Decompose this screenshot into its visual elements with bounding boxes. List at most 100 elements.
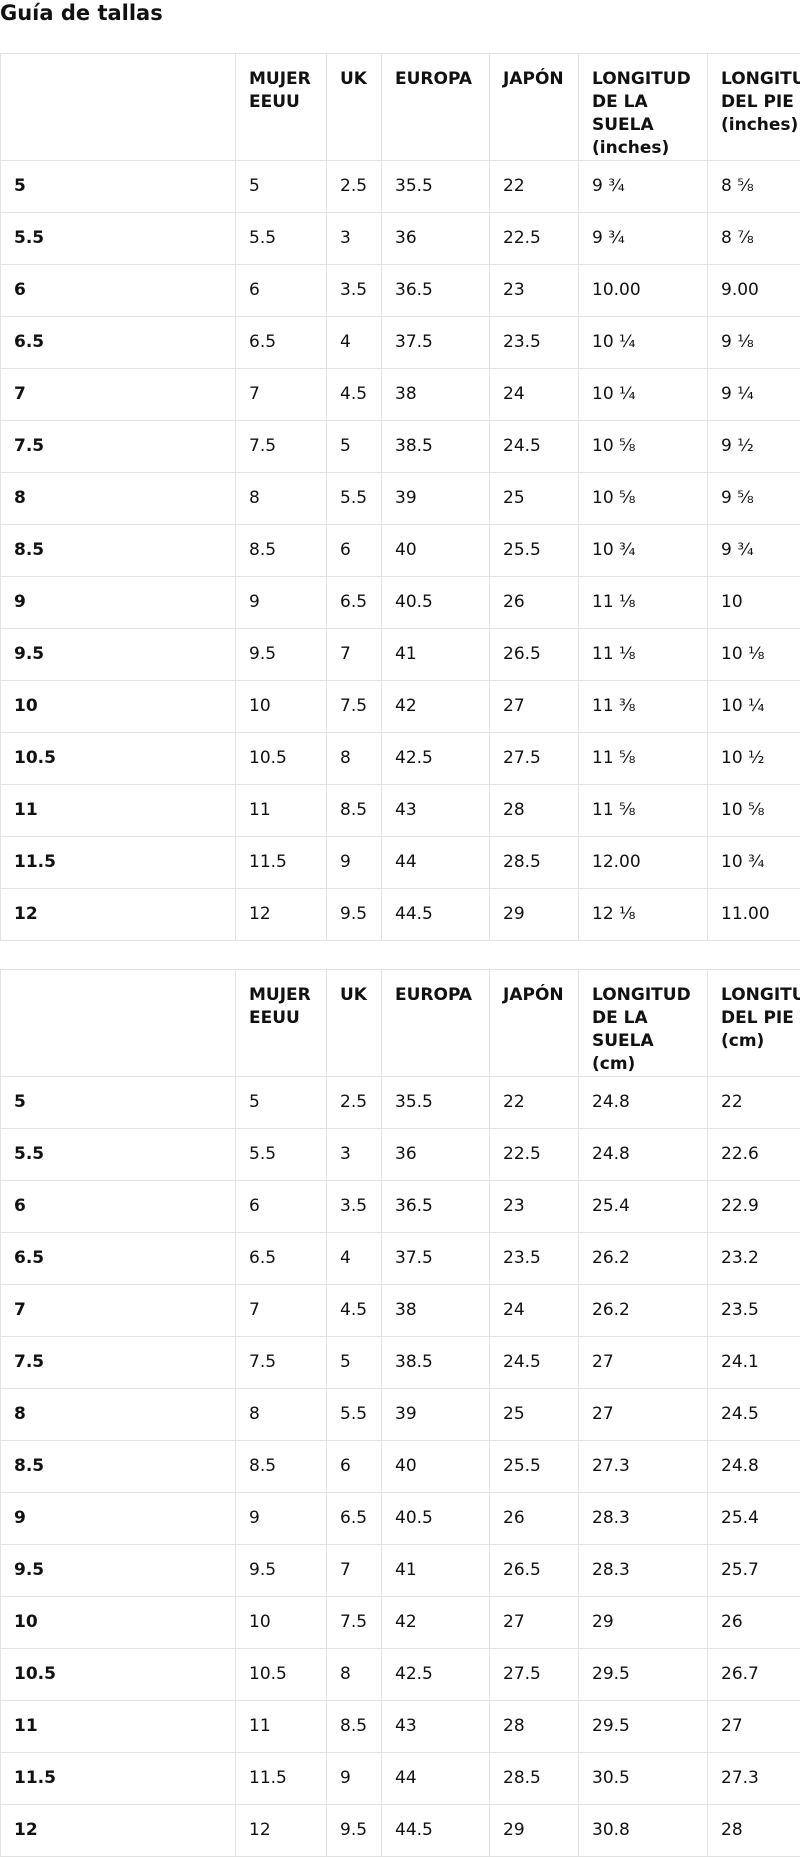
table-cell: 5	[235, 1076, 327, 1129]
table-cell: 6.5	[326, 1492, 382, 1545]
column-header: EUROPA	[381, 53, 490, 161]
table-cell: 25.5	[489, 524, 579, 577]
table-cell: 38.5	[381, 1336, 490, 1389]
table-cell: 8.5	[235, 1440, 327, 1493]
table-cell: 27.5	[489, 1648, 579, 1701]
table-cell: 23.5	[489, 1232, 579, 1285]
table-row: 8.5 8.5 6 40 25.5 27.3 24.8	[0, 1440, 800, 1493]
table-cell: 11.5	[235, 836, 327, 889]
table-cell: 37.5	[381, 1232, 490, 1285]
column-header: MUJER EEUU	[235, 53, 327, 161]
table-cell: 3	[326, 212, 382, 265]
size-label-cell: 7.5	[0, 420, 236, 473]
table-cell: 4	[326, 1232, 382, 1285]
column-header: UK	[326, 53, 382, 161]
table-cell: 38	[381, 1284, 490, 1337]
size-label-cell: 6.5	[0, 316, 236, 369]
table-cell: 8 ⅝	[707, 160, 800, 213]
size-label-cell: 10	[0, 680, 236, 733]
size-table-inches: MUJER EEUU UK EUROPA JAPÓN LONGITUD DE LA SU…	[0, 53, 800, 941]
table-cell: 7.5	[235, 420, 327, 473]
table-cell: 27	[578, 1336, 708, 1389]
table-cell: 22	[489, 1076, 579, 1129]
table-cell: 6.5	[235, 1232, 327, 1285]
table-cell: 11.5	[235, 1752, 327, 1805]
table-cell: 9	[326, 1752, 382, 1805]
column-header: LONGITUD DEL PIE (cm)	[707, 969, 800, 1077]
table-cell: 4.5	[326, 1284, 382, 1337]
table-cell: 27.3	[707, 1752, 800, 1805]
column-header: LONGITUD DE LA SUELA (cm)	[578, 969, 708, 1077]
table-cell: 23.2	[707, 1232, 800, 1285]
table-cell: 23	[489, 264, 579, 317]
table-cell: 12 ⅛	[578, 888, 708, 941]
table-cell: 24.5	[707, 1388, 800, 1441]
table-cell: 40	[381, 1440, 490, 1493]
table-cell: 10 ⅛	[707, 628, 800, 681]
table-cell: 11	[235, 1700, 327, 1753]
size-label-cell: 8.5	[0, 1440, 236, 1493]
table-cell: 22.5	[489, 212, 579, 265]
table-cell: 37.5	[381, 316, 490, 369]
size-label-cell: 5	[0, 1076, 236, 1129]
table-cell: 41	[381, 628, 490, 681]
column-header	[0, 969, 236, 1077]
column-header: UK	[326, 969, 382, 1077]
table-cell: 10 ⅝	[707, 784, 800, 837]
table-cell: 27	[489, 1596, 579, 1649]
table-cell: 10 ⅝	[578, 420, 708, 473]
table-cell: 10.5	[235, 732, 327, 785]
table-cell: 8	[326, 1648, 382, 1701]
table-cell: 7	[235, 368, 327, 421]
table-cell: 24.8	[707, 1440, 800, 1493]
table-cell: 9 ¾	[578, 160, 708, 213]
table-cell: 9 ½	[707, 420, 800, 473]
column-header: EUROPA	[381, 969, 490, 1077]
table-cell: 29	[489, 888, 579, 941]
column-header: LONGITUD DE LA SUELA (inches)	[578, 53, 708, 161]
table-cell: 6	[235, 264, 327, 317]
table-row: 10.5 10.5 8 42.5 27.5 11 ⅝ 10 ½	[0, 732, 800, 785]
table-row: 11.5 11.5 9 44 28.5 30.5 27.3	[0, 1752, 800, 1805]
table-cell: 6.5	[326, 576, 382, 629]
table-cell: 6	[326, 1440, 382, 1493]
table-cell: 36.5	[381, 264, 490, 317]
table-cell: 24	[489, 1284, 579, 1337]
size-label-cell: 9	[0, 576, 236, 629]
table-row: 11.5 11.5 9 44 28.5 12.00 10 ¾	[0, 836, 800, 889]
table-cell: 23	[489, 1180, 579, 1233]
table-cell: 43	[381, 1700, 490, 1753]
table-cell: 7.5	[235, 1336, 327, 1389]
table-cell: 44.5	[381, 1804, 490, 1857]
table-cell: 27	[578, 1388, 708, 1441]
table-cell: 22	[707, 1076, 800, 1129]
table-cell: 35.5	[381, 160, 490, 213]
size-label-cell: 11	[0, 784, 236, 837]
table-cell: 24	[489, 368, 579, 421]
table-cell: 10	[235, 680, 327, 733]
size-label-cell: 10.5	[0, 732, 236, 785]
table-cell: 43	[381, 784, 490, 837]
size-label-cell: 10	[0, 1596, 236, 1649]
table-row: 6 6 3.5 36.5 23 25.4 22.9	[0, 1180, 800, 1233]
table-cell: 28	[489, 784, 579, 837]
table-cell: 25.4	[578, 1180, 708, 1233]
table-cell: 10 ¾	[578, 524, 708, 577]
table-cell: 44	[381, 836, 490, 889]
table-cell: 36.5	[381, 1180, 490, 1233]
size-label-cell: 6	[0, 1180, 236, 1233]
table-cell: 25.4	[707, 1492, 800, 1545]
table-cell: 7	[326, 1544, 382, 1597]
table-cell: 5	[235, 160, 327, 213]
table-cell: 29.5	[578, 1648, 708, 1701]
table-row: 10 10 7.5 42 27 29 26	[0, 1596, 800, 1649]
table-cell: 27	[707, 1700, 800, 1753]
table-cell: 10	[235, 1596, 327, 1649]
table-row: 12 12 9.5 44.5 29 30.8 28	[0, 1804, 800, 1857]
size-label-cell: 9	[0, 1492, 236, 1545]
table-cell: 22.9	[707, 1180, 800, 1233]
size-label-cell: 9.5	[0, 1544, 236, 1597]
size-label-cell: 11.5	[0, 836, 236, 889]
